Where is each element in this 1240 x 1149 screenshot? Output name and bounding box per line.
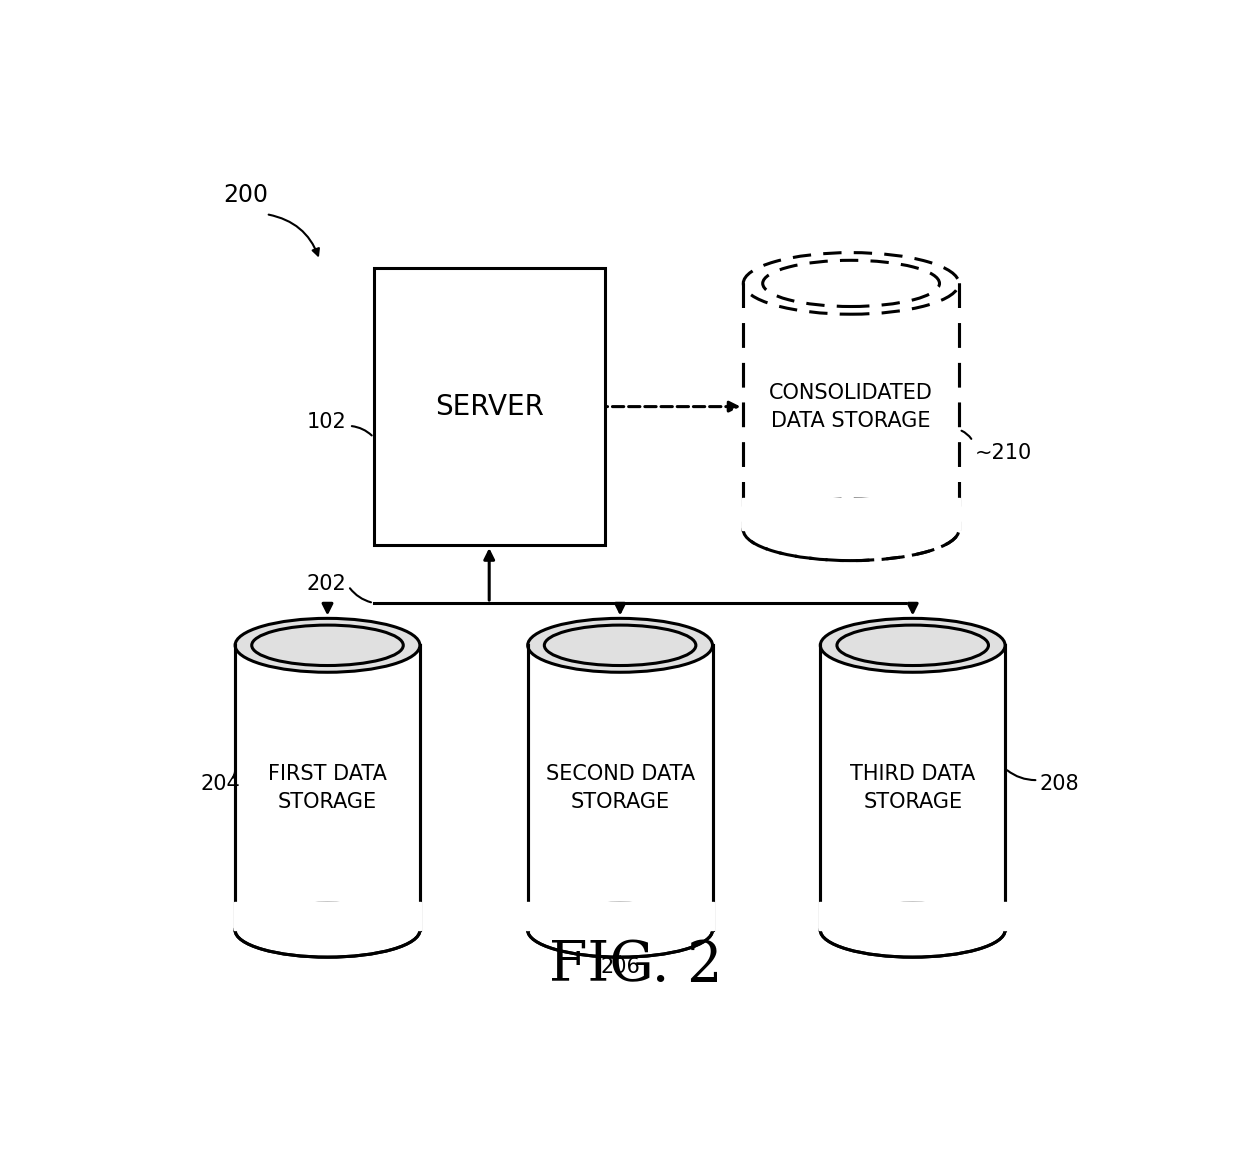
Ellipse shape — [528, 903, 713, 957]
Text: 202: 202 — [308, 573, 347, 594]
Text: 208: 208 — [1040, 774, 1079, 794]
Ellipse shape — [528, 618, 713, 672]
Text: FIG. 2: FIG. 2 — [549, 939, 722, 994]
Text: SERVER: SERVER — [435, 393, 543, 421]
Ellipse shape — [252, 625, 403, 665]
Text: 206: 206 — [600, 957, 640, 977]
Polygon shape — [526, 902, 714, 931]
Ellipse shape — [236, 903, 420, 957]
Text: 200: 200 — [223, 184, 269, 207]
Text: CONSOLIDATED
DATA STORAGE: CONSOLIDATED DATA STORAGE — [769, 383, 932, 431]
Text: ~210: ~210 — [975, 442, 1032, 463]
Text: THIRD DATA
STORAGE: THIRD DATA STORAGE — [851, 764, 976, 811]
Polygon shape — [233, 902, 422, 931]
Ellipse shape — [837, 625, 988, 665]
Bar — [373, 268, 605, 546]
Polygon shape — [742, 499, 961, 530]
Ellipse shape — [821, 618, 1006, 672]
Ellipse shape — [236, 618, 420, 672]
Ellipse shape — [821, 903, 1006, 957]
Ellipse shape — [743, 253, 959, 314]
Text: SECOND DATA
STORAGE: SECOND DATA STORAGE — [546, 764, 694, 811]
Polygon shape — [818, 902, 1007, 931]
Text: FIRST DATA
STORAGE: FIRST DATA STORAGE — [268, 764, 387, 811]
Text: 204: 204 — [201, 774, 241, 794]
Text: 102: 102 — [308, 412, 347, 432]
Ellipse shape — [544, 625, 696, 665]
Ellipse shape — [743, 499, 959, 561]
Ellipse shape — [763, 261, 940, 307]
